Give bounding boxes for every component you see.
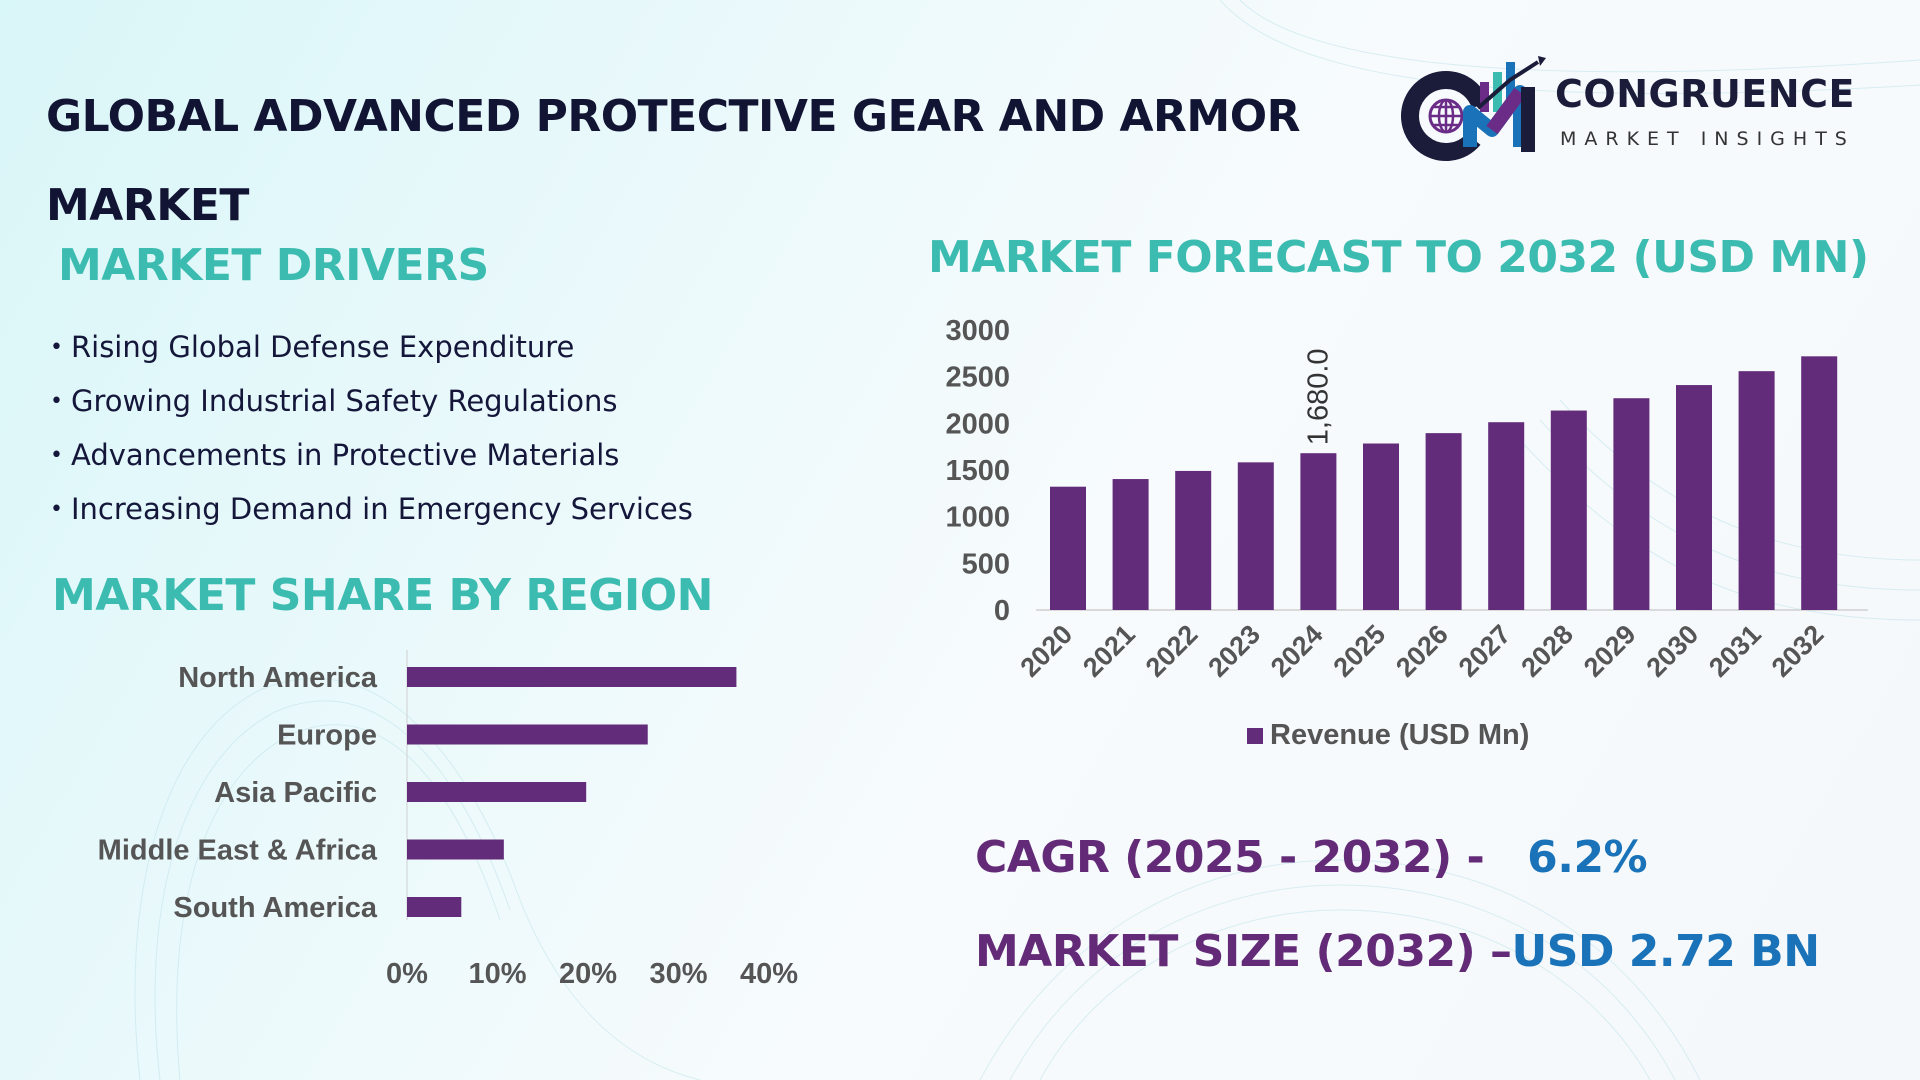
bullet-icon: •: [50, 389, 63, 414]
driver-item: • Rising Global Defense Expenditure: [50, 330, 575, 364]
forecast-y-tick-label: 1000: [945, 502, 1010, 534]
region-category-label: Europe: [277, 720, 377, 752]
forecast-heading: MARKET FORECAST TO 2032 (USD MN): [928, 232, 1869, 283]
cm-globe-chart-logo-icon: [1401, 56, 1546, 161]
forecast-data-label: 1,680.0: [1302, 348, 1334, 445]
market-size-kpi: MARKET SIZE (2032) –USD 2.72 BN: [975, 926, 1820, 977]
forecast-bar: [1237, 462, 1274, 610]
logo-tagline: MARKET INSIGHTS: [1560, 128, 1855, 150]
forecast-y-tick-label: 2500: [945, 362, 1010, 394]
region-bar: [407, 782, 587, 802]
forecast-bar: [1050, 486, 1086, 610]
bullet-icon: •: [50, 335, 63, 360]
region-category-label: Middle East & Africa: [98, 835, 378, 867]
region-x-tick-label: 20%: [559, 958, 617, 990]
forecast-y-tick-label: 1500: [945, 455, 1010, 487]
region-category-label: Asia Pacific: [214, 777, 377, 809]
forecast-x-tick-label: 2032: [1766, 619, 1830, 683]
region-x-tick-label: 30%: [649, 958, 707, 990]
forecast-bar: [1112, 479, 1149, 610]
forecast-bar: [1801, 356, 1838, 610]
forecast-bar: [1488, 422, 1525, 610]
forecast-x-tick-label: 2031: [1703, 619, 1767, 683]
forecast-x-tick-label: 2022: [1140, 619, 1204, 683]
forecast-y-tick-label: 3000: [945, 315, 1010, 347]
region-share-chart: North America Europe Asia Pacific Middle Ea…: [98, 650, 798, 990]
forecast-x-tick-label: 2029: [1578, 619, 1642, 683]
forecast-bar: [1676, 385, 1712, 610]
market-size-value: USD 2.72 BN: [1511, 926, 1821, 977]
cagr-label: CAGR (2025 - 2032) -: [975, 832, 1485, 883]
region-x-tick-label: 0%: [386, 958, 428, 990]
forecast-chart: 0 500 1000 1500 2000 2500 3000 2020202120222023…: [945, 315, 1868, 750]
forecast-x-tick-label: 2030: [1641, 619, 1705, 683]
forecast-y-tick-label: 0: [994, 595, 1010, 627]
region-bar: [407, 724, 648, 745]
legend-label: Revenue (USD Mn): [1270, 719, 1529, 750]
cagr-value: 6.2%: [1527, 832, 1648, 883]
cagr-kpi: CAGR (2025 - 2032) - 6.2%: [975, 832, 1648, 883]
forecast-x-tick-label: 2021: [1077, 619, 1141, 683]
forecast-bar: [1300, 453, 1337, 610]
bullet-icon: •: [50, 443, 63, 468]
forecast-y-tick-label: 500: [962, 548, 1010, 580]
driver-item: • Growing Industrial Safety Regulations: [50, 384, 618, 418]
forecast-x-tick-label: 2025: [1328, 619, 1392, 683]
forecast-bar: [1550, 410, 1587, 610]
region-category-label: South America: [173, 892, 377, 924]
forecast-x-tick-label: 2026: [1390, 619, 1454, 683]
market-drivers-heading: MARKET DRIVERS: [58, 240, 489, 291]
forecast-y-tick-label: 2000: [945, 408, 1010, 440]
region-x-tick-label: 40%: [740, 958, 798, 990]
forecast-bar: [1613, 398, 1650, 610]
driver-item: • Increasing Demand in Emergency Services: [50, 492, 693, 526]
region-share-heading: MARKET SHARE BY REGION: [52, 570, 714, 621]
region-bar: [407, 667, 737, 687]
forecast-bar: [1175, 470, 1212, 610]
region-bar: [407, 897, 462, 917]
forecast-x-tick-label: 2024: [1265, 619, 1329, 683]
driver-item: • Advancements in Protective Materials: [50, 438, 620, 472]
company-logo: CONGRUENCE MARKET INSIGHTS: [1400, 52, 1880, 162]
forecast-x-tick-label: 2023: [1202, 619, 1266, 683]
legend-swatch: [1247, 728, 1263, 744]
forecast-bar: [1425, 433, 1462, 610]
market-size-label: MARKET SIZE (2032) –: [975, 926, 1512, 977]
region-category-label: North America: [178, 662, 378, 694]
region-bar: [407, 839, 504, 860]
region-x-tick-label: 10%: [468, 958, 526, 990]
forecast-bar: [1363, 443, 1399, 610]
forecast-x-tick-label: 2020: [1015, 619, 1079, 683]
bullet-icon: •: [50, 497, 63, 522]
page-title: GLOBAL ADVANCED PROTECTIVE GEAR AND ARMO…: [46, 91, 1301, 231]
forecast-x-tick-label: 2027: [1453, 619, 1517, 683]
forecast-x-tick-label: 2028: [1515, 619, 1579, 683]
logo-brand-name: CONGRUENCE: [1555, 72, 1855, 116]
forecast-bar: [1738, 371, 1775, 610]
market-drivers-list: • Rising Global Defense Expenditure • Grow…: [50, 320, 693, 536]
